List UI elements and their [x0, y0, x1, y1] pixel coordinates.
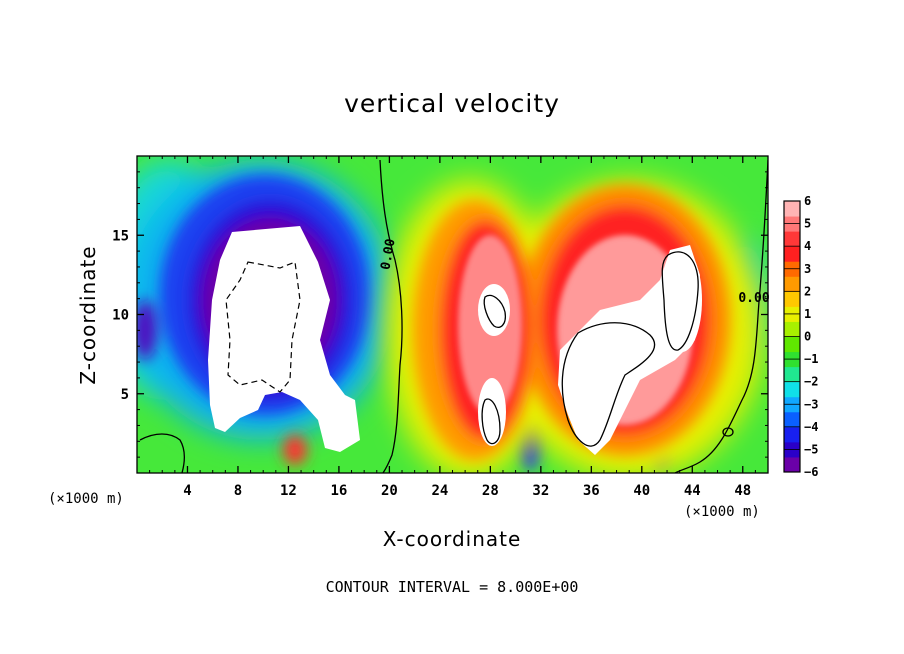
x-tick-label: 36 [583, 483, 600, 499]
x-tick-label: 24 [431, 483, 448, 499]
colorbar-tick-label: −4 [804, 420, 818, 434]
x-tick-label: 44 [684, 483, 701, 499]
y-axis-title: Z-coordinate [76, 245, 100, 384]
colorbar-tick-label: −5 [804, 442, 818, 456]
colorbar-swatch [784, 201, 800, 217]
x-tick-label: 4 [183, 483, 191, 499]
contour-interval-note: CONTOUR INTERVAL = 8.000E+00 [326, 578, 579, 596]
colorbar-swatch [784, 456, 800, 473]
x-tick-label: 8 [234, 483, 242, 499]
y-tick-label: 5 [121, 387, 129, 403]
colorbar-tick-label: 1 [804, 307, 811, 321]
y-tick-label: 10 [112, 308, 129, 324]
colorbar: 6 5 4 3 2 1 0 −1 −2 −3 −4 −5 −6 [783, 194, 818, 479]
colorbar-tick-label: 2 [804, 284, 811, 298]
colorbar-tick-label: 0 [804, 330, 811, 344]
x-tick-label: 16 [330, 483, 347, 499]
x-tick-label: 20 [381, 483, 398, 499]
y-axis-ticks: 5 10 15 [112, 171, 768, 458]
colorbar-tick-label: 5 [804, 217, 811, 231]
colorbar-tick-label: −6 [804, 465, 818, 479]
colorbar-tick-label: 4 [804, 239, 811, 253]
colorbar-swatch [784, 411, 800, 428]
x-unit-label-right: (×1000 m) [684, 504, 760, 520]
x-tick-label: 12 [280, 483, 297, 499]
colorbar-swatch [784, 321, 800, 337]
contour-label-zero-right: 0.00 [738, 291, 769, 306]
colorbar-swatch [784, 426, 800, 443]
colorbar-swatch [784, 291, 800, 307]
colorbar-swatch [784, 276, 800, 292]
x-tick-label: 40 [633, 483, 650, 499]
x-tick-label: 28 [482, 483, 499, 499]
heatmap-field [137, 156, 768, 473]
colorbar-swatch [784, 381, 800, 398]
colorbar-tick-label: −1 [804, 352, 818, 366]
y-tick-label: 15 [112, 228, 129, 244]
chart-title: vertical velocity [344, 89, 560, 118]
colorbar-swatch [784, 336, 800, 353]
x-unit-label-left: (×1000 m) [48, 491, 124, 507]
x-tick-label: 32 [532, 483, 549, 499]
colorbar-swatch [784, 231, 800, 247]
x-tick-label: 48 [734, 483, 751, 499]
contour-label-zero-left: 0.00 [378, 238, 398, 272]
x-axis-title: X-coordinate [383, 527, 522, 551]
colorbar-swatch [784, 246, 800, 262]
colorbar-tick-label: 3 [804, 262, 811, 276]
colorbar-tick-label: −2 [804, 375, 818, 389]
x-axis-ticks: 4 8 12 16 20 24 28 32 36 40 44 48 [149, 156, 756, 499]
colorbar-tick-label: 6 [804, 194, 811, 208]
colorbar-tick-label: −3 [804, 397, 818, 411]
colorbar-swatch [784, 366, 800, 383]
